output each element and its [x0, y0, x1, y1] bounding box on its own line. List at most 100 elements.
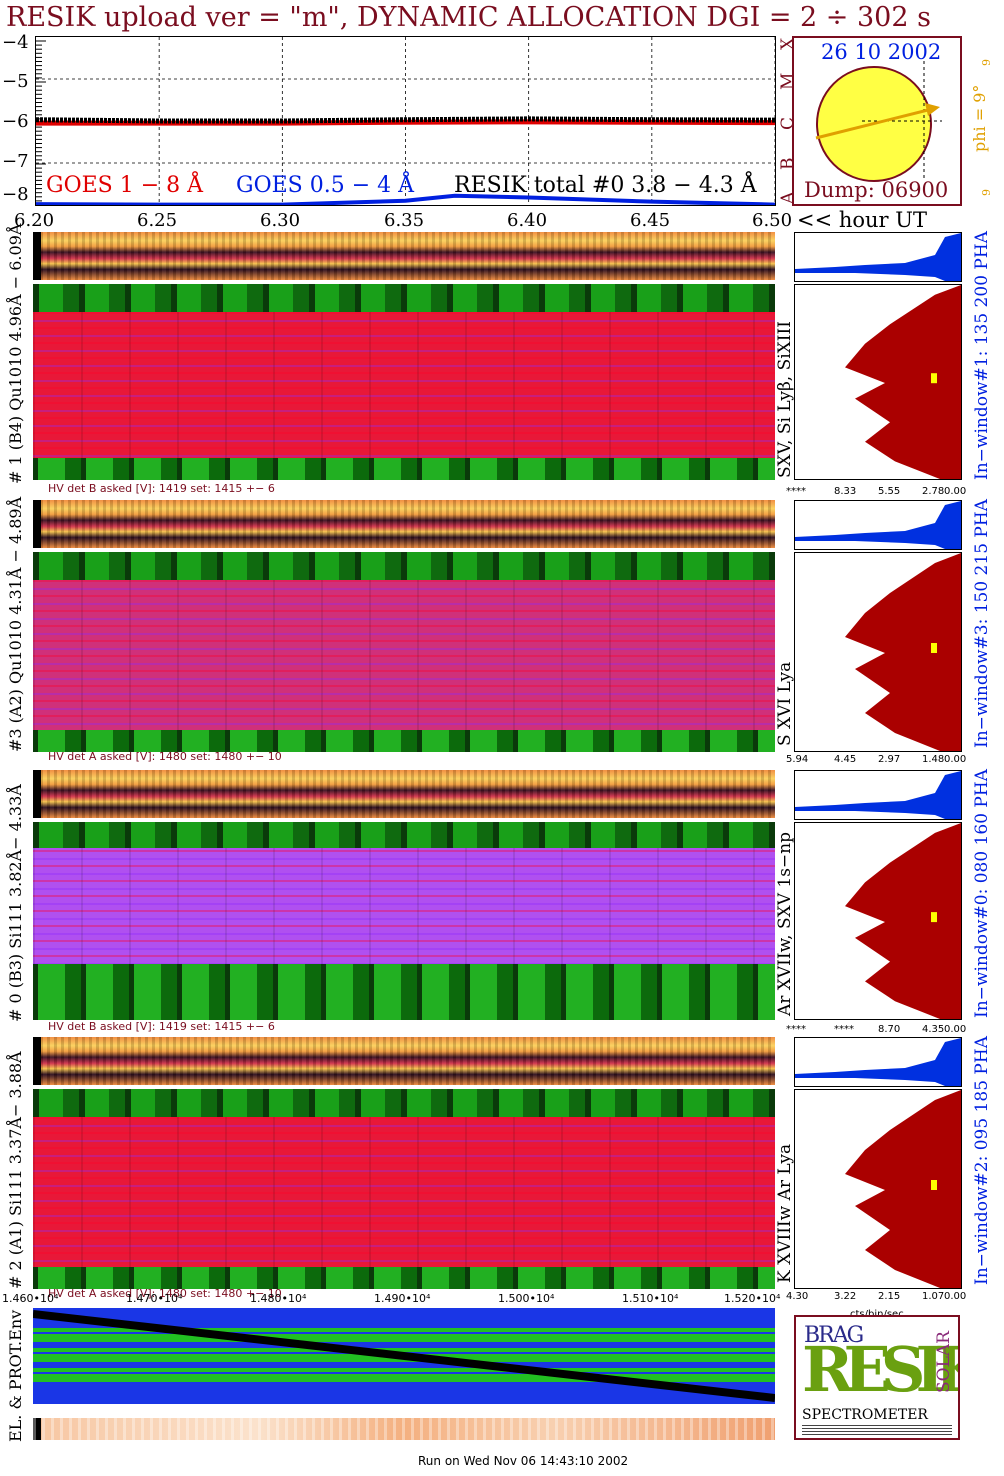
goes-lightcurve-plot [36, 37, 775, 205]
scale-tick: 0.00 [944, 754, 967, 765]
channel-spectrogram-top [33, 1037, 775, 1085]
bottom-tick-label: 1.510•10⁴ [622, 1292, 679, 1305]
env-trend-line [33, 1310, 775, 1402]
channel-lines-label: SXV, Si Lyβ, SiXIII [775, 321, 795, 478]
date-label: 26 10 2002 [821, 40, 942, 64]
channel-spectrogram-top-edge [33, 500, 41, 548]
channel-profile-top-svg [795, 501, 961, 549]
scale-tick: 1.48 [922, 754, 945, 765]
phi-corner-top: 9 [980, 59, 993, 66]
y-tick-label: −7 [2, 151, 29, 172]
series-line-0 [36, 119, 775, 126]
channel-profile-top-svg [795, 233, 961, 281]
spectrogram-green-band-bottom [33, 730, 775, 752]
channel-left-label: # 0 (B3) Si111 3.82Å− 4.33Å [6, 784, 25, 1022]
channel-profile-top [794, 1037, 962, 1087]
channel-profile-top [794, 232, 962, 282]
y-tick-label: −6 [2, 111, 29, 132]
spectrogram-green-band-bottom [33, 1267, 775, 1289]
sun-arrow [815, 106, 937, 140]
channel-profile-top [794, 770, 962, 820]
scale-tick: 4.45 [834, 754, 857, 765]
spectrogram-green-band-top [33, 552, 775, 580]
scale-tick: **** [786, 486, 806, 497]
channel-histogram [794, 552, 962, 752]
y-tick-label: −5 [2, 71, 29, 92]
goes-lightcurve-panel: GOES 1 − 8 Å GOES 0.5 − 4 Å RESIK total … [35, 36, 776, 206]
sun-disk [815, 61, 942, 182]
channel-spectrogram-main [33, 1089, 775, 1289]
x-tick-label: 6.30 [260, 210, 301, 231]
env-blue-band-top [33, 1308, 775, 1322]
channel-window-label: In−window#2: 095 185 PHA [972, 1036, 992, 1285]
scale-tick: 0.00 [944, 486, 967, 497]
channel-histogram-svg [845, 553, 961, 751]
channel-profile-top-svg [795, 771, 961, 819]
bottom-tick-label: 1.460•10⁴ [2, 1292, 59, 1305]
channel-lines-label: Ar XVIIw, SXV 1s−np [775, 831, 795, 1016]
channel-spectrogram-main [33, 284, 775, 480]
spectrogram-green-band-bottom [33, 964, 775, 1020]
x-axis-unit: << hour UT [797, 208, 927, 232]
y-tick-label: −4 [2, 32, 29, 53]
x-tick-label: 6.45 [630, 210, 671, 231]
scale-tick: 5.55 [878, 486, 901, 497]
channel-spectrogram-top-edge [33, 770, 41, 818]
spectrogram-green-band-top [33, 822, 775, 848]
channel-profile-top [794, 500, 962, 550]
channel-profile-top-svg [795, 1038, 961, 1086]
bottom-tick-label: 1.520•10⁴ [724, 1292, 781, 1305]
channel-spectrogram-main [33, 822, 775, 1020]
channel-histogram [794, 284, 962, 480]
channel-spectrogram-main [33, 552, 775, 752]
spectrogram-green-band-top [33, 284, 775, 312]
scale-tick: 2.15 [878, 1291, 901, 1302]
channel-hv-text: HV det A asked [V]: 1480 set: 1480 +− 10 [48, 750, 282, 763]
bottom-tick-label: 1.490•10⁴ [374, 1292, 431, 1305]
chart-title: RESIK upload ver = "m", DYNAMIC ALLOCATI… [6, 2, 931, 33]
logo-letters-side: SOLAR [934, 1331, 954, 1393]
logo-letters-top: BRAG [804, 1323, 864, 1348]
legend-resik-total: RESIK total #0 3.8 − 4.3 Å [454, 173, 757, 198]
channel-hv-text: HV det A asked [V]: 1480 set: 1480 +− 10 [48, 1287, 282, 1300]
logo-fine-print [802, 1425, 952, 1437]
channel-histogram-svg [845, 823, 961, 1019]
x-tick-label: 6.40 [507, 210, 548, 231]
bottom-tick-label: 1.500•10⁴ [498, 1292, 555, 1305]
channel-spectrogram-top [33, 770, 775, 818]
sun-arrow-head [925, 103, 940, 116]
env-blue-band-bottom [33, 1386, 775, 1404]
logo-caption: SPECTROMETER [802, 1407, 928, 1423]
channel-histogram-svg [845, 285, 961, 479]
x-tick-label: 6.25 [137, 210, 178, 231]
bottom-tick-label: 1.480•10⁴ [250, 1292, 307, 1305]
scale-tick: 3.22 [834, 1291, 857, 1302]
channel-window-label: In−window#1: 135 200 PHA [972, 231, 992, 480]
channel-lines-label: K XVIIIw Ar Lya [775, 1143, 795, 1283]
channel-hv-text: HV det B asked [V]: 1419 set: 1415 +− 6 [48, 482, 275, 495]
scale-tick: 4.35 [922, 1024, 945, 1035]
channel-histogram [794, 822, 962, 1020]
scale-tick: 5.94 [786, 754, 809, 765]
x-tick-label: 6.50 [752, 210, 793, 231]
bottom-tick-label: 1.470•10⁴ [126, 1292, 183, 1305]
channel-lines-label: S XVI Lya [775, 661, 795, 746]
channel-window-label: In−window#3: 150 215 PHA [972, 499, 992, 748]
scale-tick: **** [834, 1024, 854, 1035]
channel-spectrogram-top [33, 232, 775, 280]
scale-tick: 2.78 [922, 486, 945, 497]
environment-panel [33, 1308, 775, 1404]
counts-unit-label: cts/bin/sec [850, 1309, 904, 1320]
y-tick-label: −8 [2, 184, 29, 205]
spectrogram-green-band-top [33, 1089, 775, 1117]
phi-label: phi = 9° [970, 84, 989, 152]
env-strip [33, 1418, 775, 1440]
spectrogram-green-band-bottom [33, 458, 775, 480]
legend-goes-long: GOES 1 − 8 Å [46, 173, 204, 198]
channel-window-label: In−window#0: 080 160 PHA [972, 769, 992, 1018]
channel-left-label: # 1 (B4) Qu1010 4.96Å − 6.09Å [6, 223, 25, 484]
scale-tick: 8.33 [834, 486, 857, 497]
scale-tick: **** [786, 1024, 806, 1035]
channel-spectrogram-top [33, 500, 775, 548]
channel-spectrogram-top-edge [33, 232, 41, 280]
